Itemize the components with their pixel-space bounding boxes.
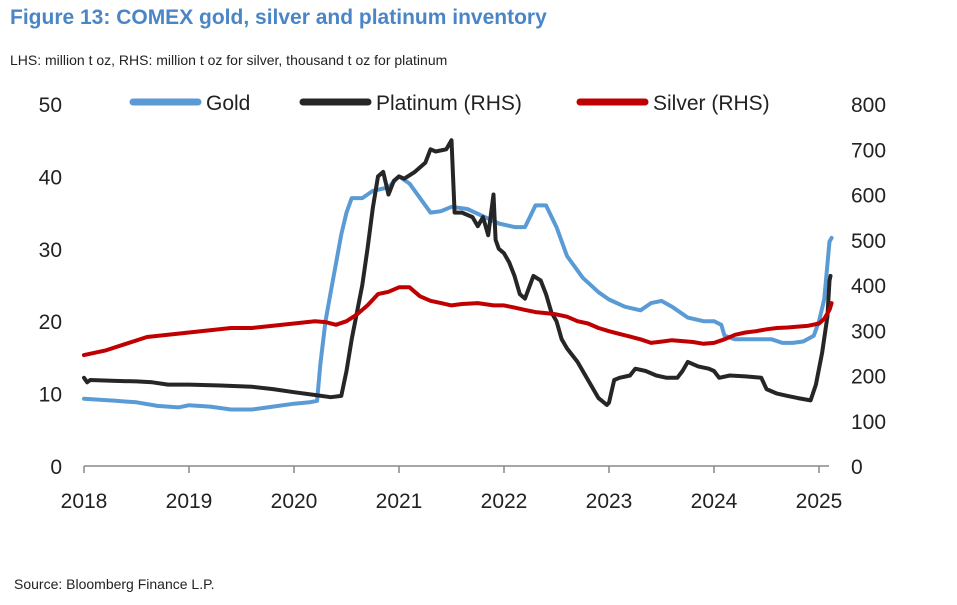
right-axis-ticks: 0 100 200 300 400 500 600 700 800 — [851, 94, 886, 479]
legend-label-platinum: Platinum (RHS) — [376, 92, 522, 115]
series-layer — [82, 138, 834, 412]
series-line-platinum — [82, 138, 833, 407]
legend-label-gold: Gold — [206, 92, 250, 115]
series-line-silver — [82, 285, 834, 358]
chart-subtitle: LHS: million t oz, RHS: million t oz for… — [10, 52, 448, 68]
x-tick-label: 2023 — [586, 490, 633, 513]
right-tick-label: 500 — [851, 230, 886, 253]
right-tick-label: 200 — [851, 366, 886, 389]
right-tick-label: 600 — [851, 185, 886, 208]
left-tick-label: 50 — [39, 94, 62, 117]
chart-title: Figure 13: COMEX gold, silver and platin… — [10, 6, 547, 29]
x-tick-label: 2020 — [271, 490, 318, 513]
x-tick-label: 2025 — [796, 490, 843, 513]
right-tick-label: 700 — [851, 139, 886, 162]
right-tick-label: 0 — [851, 456, 863, 479]
right-tick-label: 300 — [851, 320, 886, 343]
x-tick-label: 2021 — [376, 490, 423, 513]
left-tick-label: 20 — [39, 311, 62, 334]
left-tick-label: 10 — [39, 384, 62, 407]
legend-label-silver: Silver (RHS) — [653, 92, 770, 115]
right-tick-label: 100 — [851, 411, 886, 434]
left-tick-label: 40 — [39, 166, 62, 189]
x-axis-ticks: 2018 2019 2020 2021 2022 2023 2024 2025 — [61, 490, 843, 513]
right-tick-label: 400 — [851, 275, 886, 298]
left-axis-ticks: 0 10 20 30 40 50 — [39, 94, 62, 479]
left-tick-label: 0 — [50, 456, 62, 479]
x-tick-label: 2022 — [481, 490, 528, 513]
x-tick-label: 2024 — [691, 490, 738, 513]
legend: Gold Platinum (RHS) Silver (RHS) — [129, 92, 770, 115]
x-tick-marks — [83, 466, 820, 473]
x-tick-label: 2018 — [61, 490, 108, 513]
source-note: Source: Bloomberg Finance L.P. — [14, 576, 215, 592]
right-tick-label: 800 — [851, 94, 886, 117]
left-tick-label: 30 — [39, 239, 62, 262]
chart-area: 0 10 20 30 40 50 0 100 200 300 400 500 6… — [39, 92, 886, 513]
x-tick-label: 2019 — [166, 490, 213, 513]
